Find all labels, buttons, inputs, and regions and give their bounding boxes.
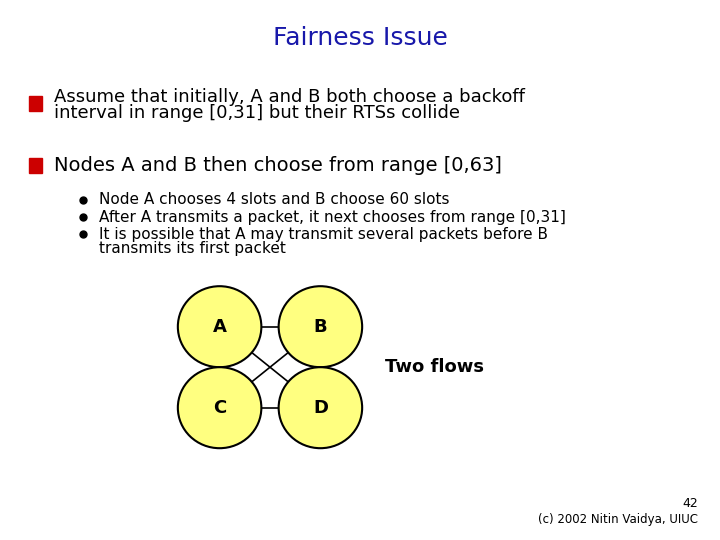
Text: D: D <box>313 399 328 417</box>
Ellipse shape <box>178 367 261 448</box>
Text: B: B <box>314 318 327 336</box>
Bar <box>29 96 42 111</box>
Text: Two flows: Two flows <box>385 358 485 376</box>
Text: (c) 2002 Nitin Vaidya, UIUC: (c) 2002 Nitin Vaidya, UIUC <box>539 514 698 526</box>
Ellipse shape <box>178 286 261 367</box>
Text: Node A chooses 4 slots and B choose 60 slots: Node A chooses 4 slots and B choose 60 s… <box>99 192 449 207</box>
Ellipse shape <box>279 367 362 448</box>
Bar <box>29 158 42 173</box>
Text: Assume that initially, A and B both choose a backoff: Assume that initially, A and B both choo… <box>54 88 525 106</box>
Text: 42: 42 <box>683 497 698 510</box>
Text: Nodes A and B then choose from range [0,63]: Nodes A and B then choose from range [0,… <box>54 156 502 176</box>
Text: C: C <box>213 399 226 417</box>
Text: A: A <box>212 318 227 336</box>
Ellipse shape <box>279 286 362 367</box>
Text: It is possible that A may transmit several packets before B: It is possible that A may transmit sever… <box>99 227 548 242</box>
Text: After A transmits a packet, it next chooses from range [0,31]: After A transmits a packet, it next choo… <box>99 210 565 225</box>
Text: Fairness Issue: Fairness Issue <box>273 26 447 50</box>
Text: interval in range [0,31] but their RTSs collide: interval in range [0,31] but their RTSs … <box>54 104 460 123</box>
Text: transmits its first packet: transmits its first packet <box>99 241 286 256</box>
